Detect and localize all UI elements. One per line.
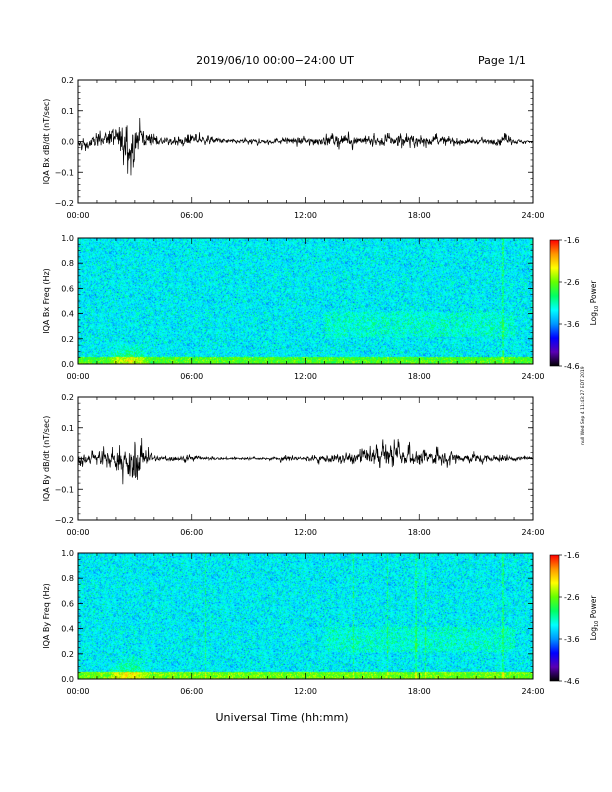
y-tick-label: 0.4	[61, 310, 74, 319]
panel-1: −0.2 −0.1 0.0 0.1 0.2 00:00 06:00 12:00 18:00 24:…	[42, 76, 545, 220]
y-tick-label: 0.2	[61, 335, 74, 344]
panel-2: 0.0 0.2 0.4 0.6 0.8 1.0 00:00 06:00 12:00 18:00 24…	[42, 234, 545, 381]
y-tick-label: 0.2	[61, 76, 74, 85]
colorbar-scale	[549, 554, 560, 682]
y-axis-title: IQA Bx Freq (Hz)	[42, 268, 51, 334]
colorbar-tick-label: -3.6	[564, 320, 580, 329]
x-tick-label: 18:00	[408, 211, 431, 220]
colorbar-tick-label: -1.6	[564, 236, 580, 245]
x-tick-label: 18:00	[408, 687, 431, 696]
y-tick-label: 0.6	[61, 599, 74, 608]
colorbar-title: Log10 Power	[589, 595, 600, 641]
y-tick-label: −0.1	[55, 168, 74, 177]
x-tick-label: 18:00	[408, 528, 431, 537]
colorbar: -1.6 -2.6 -3.6 -4.6 Log10 Power	[549, 236, 600, 371]
signal-trace	[77, 438, 534, 485]
generation-stamp: null Wed Sep 4 11:43:27 EDT 2019	[580, 366, 586, 445]
x-tick-label: 00:00	[66, 687, 89, 696]
y-tick-label: −0.1	[55, 485, 74, 494]
x-tick-label: 12:00	[294, 687, 317, 696]
y-tick-label: 0.2	[61, 393, 74, 402]
y-axis-title: IQA Bx dB/dt (nT/sec)	[42, 99, 51, 185]
y-tick-label: 0.4	[61, 625, 74, 634]
y-tick-label: 0.1	[61, 424, 74, 433]
colorbar-tick-label: -1.6	[564, 551, 580, 560]
x-tick-label: 00:00	[66, 528, 89, 537]
colorbar-tick-label: -3.6	[564, 635, 580, 644]
x-tick-label: 18:00	[408, 372, 431, 381]
panel-4: 0.0 0.2 0.4 0.6 0.8 1.0 00:00 06:00 12:00 18:00 24…	[42, 549, 545, 696]
y-tick-label: 0.8	[61, 574, 74, 583]
y-tick-label: 0.8	[61, 259, 74, 268]
colorbar-title: Log10 Power	[589, 280, 600, 326]
colorbar-tick-label: -4.6	[564, 362, 580, 371]
y-tick-label: 1.0	[61, 234, 74, 243]
x-tick-label: 00:00	[66, 211, 89, 220]
x-tick-label: 12:00	[294, 528, 317, 537]
x-tick-label: 06:00	[180, 687, 203, 696]
x-tick-label: 12:00	[294, 211, 317, 220]
y-tick-label: 0.0	[61, 455, 74, 464]
colorbar-scale	[549, 239, 560, 367]
colorbar-tick-label: -2.6	[564, 593, 580, 602]
x-tick-label: 24:00	[521, 372, 544, 381]
colorbar-tick-label: -2.6	[564, 278, 580, 287]
y-tick-label: 0.2	[61, 650, 74, 659]
y-axis-title: IQA By dB/dt (nT/sec)	[42, 416, 51, 502]
x-tick-label: 24:00	[521, 211, 544, 220]
spectrogram-image	[78, 238, 533, 364]
panels: −0.2 −0.1 0.0 0.1 0.2 00:00 06:00 12:00 18:00 24:…	[42, 76, 545, 696]
y-tick-label: 0.6	[61, 284, 74, 293]
signal-trace	[77, 118, 534, 176]
spectrogram-image	[78, 553, 533, 679]
panel-3: −0.2 −0.1 0.0 0.1 0.2 00:00 06:00 12:00 18:00 24:…	[42, 393, 545, 537]
y-tick-label: 0.0	[61, 675, 74, 684]
x-tick-label: 06:00	[180, 211, 203, 220]
x-tick-label: 06:00	[180, 528, 203, 537]
x-tick-label: 24:00	[521, 528, 544, 537]
y-tick-label: 0.1	[61, 107, 74, 116]
y-tick-label: −0.2	[55, 516, 74, 525]
x-axis-title: Universal Time (hh:mm)	[216, 711, 349, 724]
x-tick-label: 00:00	[66, 372, 89, 381]
x-tick-label: 24:00	[521, 687, 544, 696]
x-tick-label: 12:00	[294, 372, 317, 381]
y-tick-label: 0.0	[61, 138, 74, 147]
y-tick-label: 0.0	[61, 360, 74, 369]
y-tick-label: 1.0	[61, 549, 74, 558]
x-tick-label: 06:00	[180, 372, 203, 381]
page-indicator: Page 1/1	[478, 54, 526, 67]
colorbar-tick-label: -4.6	[564, 677, 580, 686]
colorbar: -1.6 -2.6 -3.6 -4.6 Log10 Power	[549, 551, 600, 686]
figure-title: 2019/06/10 00:00−24:00 UT	[196, 54, 354, 67]
y-axis-title: IQA By Freq (Hz)	[42, 583, 51, 649]
y-tick-label: −0.2	[55, 199, 74, 208]
